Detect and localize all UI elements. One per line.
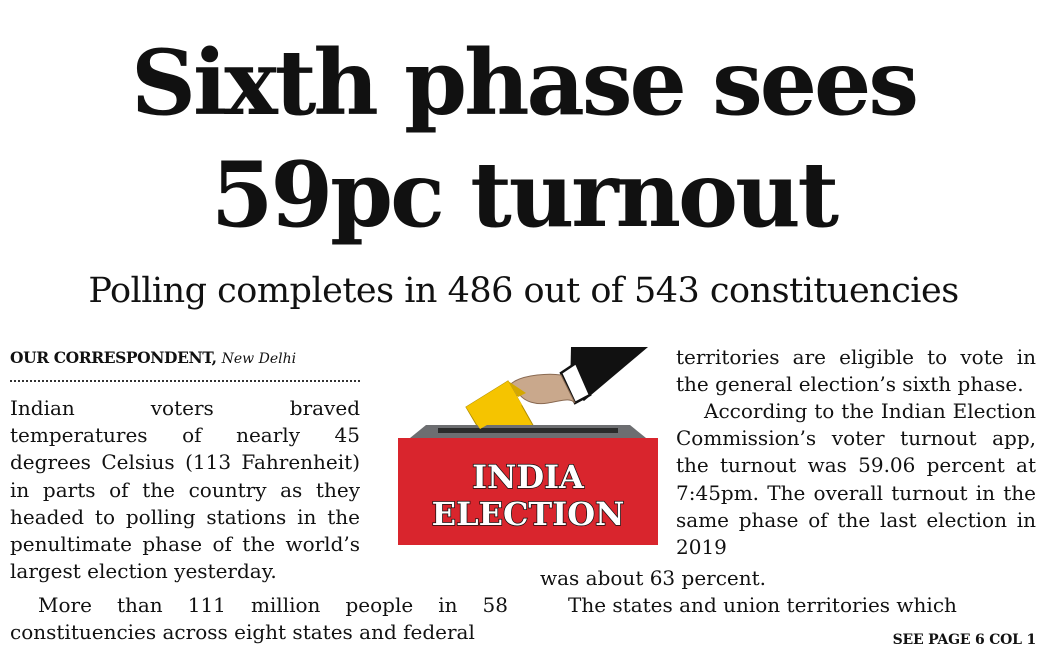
byline-divider (10, 380, 360, 382)
byline-location: New Delhi (221, 351, 297, 367)
ballot-box-illustration: INDIA ELECTION (398, 347, 658, 545)
headline-line-1: Sixth phase sees (131, 30, 919, 136)
article-right-para-2-end: was about 63 percent. (540, 566, 767, 590)
byline: OUR CORRESPONDENT, New Delhi (10, 348, 362, 367)
sleeve (570, 347, 648, 401)
ballot-box-label-line-1: INDIA (472, 458, 585, 496)
article-right-para-3: The states and union territories which (568, 593, 957, 617)
continuation-note: SEE PAGE 6 COL 1 (892, 632, 1037, 648)
ballot-box-label-line-2: ELECTION (432, 495, 625, 533)
ballot-slot (438, 428, 618, 433)
article-right-para-2: According to the Indian Election Commiss… (676, 399, 1036, 560)
byline-name: OUR CORRESPONDENT, (10, 348, 217, 367)
subheadline: Polling completes in 486 out of 543 cons… (88, 271, 959, 311)
article-right-para-1: territories are eligible to vote in the … (676, 345, 1036, 397)
ballot-box-body (398, 438, 658, 545)
article-left-para-1: Indian voters braved temperatures of nea… (10, 396, 360, 584)
article-left-para-2: More than 111 million people in 58 const… (10, 593, 508, 645)
headline-line-2: 59pc turnout (210, 142, 839, 248)
